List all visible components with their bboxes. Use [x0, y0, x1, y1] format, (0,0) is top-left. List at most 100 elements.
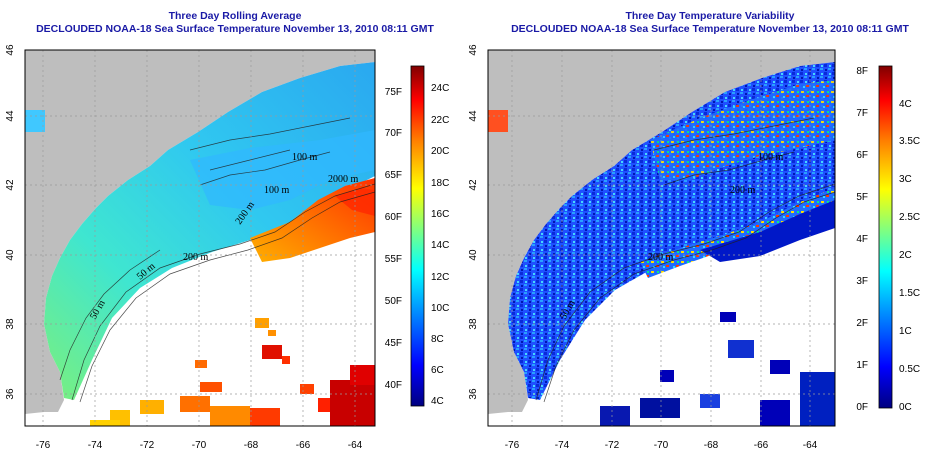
left-x-tick: -72 — [140, 440, 155, 451]
right-high-variability-shelf — [650, 80, 835, 180]
left-colorbar-c-label: 18C — [431, 178, 449, 189]
left-colorbar-c-label: 8C — [431, 334, 444, 345]
left-y-tick: 36 — [5, 388, 16, 400]
right-y-tick: 44 — [468, 110, 479, 122]
left-x-tick: -68 — [244, 440, 259, 451]
right-contour-label: 200 m — [648, 252, 674, 263]
left-colorbar-c-label: 12C — [431, 272, 449, 283]
right-colorbar-f-label: 0F — [856, 402, 868, 413]
left-colorbar-c-label: 24C — [431, 83, 449, 94]
right-title-line: Three Day Temperature Variability — [625, 10, 795, 22]
left-contour-label: 100 m — [292, 152, 318, 163]
right-y-tick: 46 — [468, 44, 479, 56]
right-coast-patch — [488, 110, 508, 132]
right-x-tick: -74 — [555, 440, 570, 451]
right-colorbar-c-label: 2C — [899, 250, 912, 261]
left-colorbar-c-label: 6C — [431, 365, 444, 376]
right-y-tick: 36 — [468, 388, 479, 400]
right-x-tick: -66 — [754, 440, 769, 451]
right-x-axis: -76 -74 -72 -70 -68 -66 -64 — [505, 440, 818, 451]
right-colorbar-f-label: 4F — [856, 234, 868, 245]
right-x-tick: -68 — [704, 440, 719, 451]
left-colorbar-c-label: 22C — [431, 115, 449, 126]
left-x-tick: -66 — [296, 440, 311, 451]
right-y-tick: 42 — [468, 179, 479, 191]
right-colorbar — [878, 65, 893, 409]
right-colorbar-c-label: 1.5C — [899, 288, 920, 299]
right-colorbar-f-label: 2F — [856, 318, 868, 329]
left-land-mass — [25, 50, 375, 414]
left-map — [25, 50, 375, 426]
right-x-tick: -64 — [803, 440, 818, 451]
right-bathymetry-contours — [535, 117, 835, 403]
left-colorbar-c-label: 16C — [431, 209, 449, 220]
left-colorbar-c-label: 10C — [431, 303, 449, 314]
right-colorbar-fahrenheit: 8F 7F 6F 5F 4F 3F 2F 1F 0F — [856, 66, 868, 413]
left-map-frame — [24, 49, 376, 427]
right-x-tick: -72 — [605, 440, 620, 451]
right-colorbar-c-label: 3.5C — [899, 136, 920, 147]
right-y-tick: 38 — [468, 318, 479, 330]
left-contour-label: 200 m — [183, 252, 209, 263]
left-colorbar-f-label: 40F — [385, 380, 402, 391]
right-shelf-break-band — [640, 188, 835, 278]
left-x-tick: -76 — [36, 440, 51, 451]
right-y-tick: 40 — [468, 249, 479, 261]
left-contour-label: 2000 m — [328, 174, 359, 185]
right-colorbar-c-label: 0C — [899, 402, 912, 413]
left-colorbar-f-label: 55F — [385, 254, 402, 265]
left-y-axis: 36 38 40 42 44 46 — [5, 44, 16, 400]
right-colorbar-f-label: 3F — [856, 276, 868, 287]
left-x-tick: -70 — [192, 440, 207, 451]
left-y-tick: 38 — [5, 318, 16, 330]
left-colorbar-c-label: 4C — [431, 396, 444, 407]
left-x-tick: -74 — [88, 440, 103, 451]
left-colorbar — [410, 65, 425, 407]
left-colorbar-c-label: 20C — [431, 146, 449, 157]
right-land-mass — [488, 50, 835, 414]
right-y-axis: 36 38 40 42 44 46 — [468, 44, 479, 400]
right-colorbar-celsius: 4C 3.5C 3C 2.5C 2C 1.5C 1C 0.5C 0C — [899, 99, 920, 413]
right-map-frame — [487, 49, 836, 427]
left-x-tick: -64 — [348, 440, 363, 451]
right-panel-title: Three Day Temperature Variability DECLOU… — [470, 10, 950, 36]
right-colorbar-c-label: 2.5C — [899, 212, 920, 223]
right-x-tick: -76 — [505, 440, 520, 451]
left-colorbar-f-label: 60F — [385, 212, 402, 223]
right-map — [488, 50, 835, 426]
right-colorbar-f-label: 7F — [856, 108, 868, 119]
left-title-line: Three Day Rolling Average — [168, 10, 302, 22]
right-offshore-patch — [700, 200, 835, 262]
left-grid — [25, 50, 375, 426]
left-y-tick: 46 — [5, 44, 16, 56]
right-colorbar-c-label: 0.5C — [899, 364, 920, 375]
left-warm-scatter — [90, 318, 375, 426]
left-colorbar-f-label: 65F — [385, 170, 402, 181]
left-colorbar-f-label: 50F — [385, 296, 402, 307]
right-colorbar-f-label: 8F — [856, 66, 868, 77]
left-colorbar-f-label: 70F — [385, 128, 402, 139]
left-bathymetry-contours — [59, 117, 375, 403]
left-y-tick: 42 — [5, 179, 16, 191]
right-colorbar-c-label: 4C — [899, 99, 912, 110]
right-contour-label: 200 m — [730, 185, 756, 196]
right-contour-label: 100 m — [758, 152, 784, 163]
left-x-axis: -76 -74 -72 -70 -68 -66 -64 — [36, 440, 363, 451]
right-colorbar-c-label: 1C — [899, 326, 912, 337]
left-gulf-of-maine-patch — [190, 130, 375, 210]
left-colorbar-fahrenheit: 75F 70F 65F 60F 55F 50F 45F 40F — [385, 87, 402, 391]
left-colorbar-celsius: 24C 22C 20C 18C 16C 14C 12C 10C 8C 6C 4C — [431, 83, 449, 407]
left-coast-patch — [25, 110, 45, 132]
left-y-tick: 40 — [5, 249, 16, 261]
left-subtitle-line: DECLOUDED NOAA-18 Sea Surface Temperatur… — [36, 23, 434, 35]
left-colorbar-f-label: 45F — [385, 338, 402, 349]
right-colorbar-f-label: 1F — [856, 360, 868, 371]
right-offshore-scatter — [600, 312, 835, 426]
right-colorbar-c-label: 3C — [899, 174, 912, 185]
left-colorbar-f-label: 75F — [385, 87, 402, 98]
left-contour-label: 100 m — [264, 185, 290, 196]
left-panel-title: Three Day Rolling Average DECLOUDED NOAA… — [0, 10, 470, 36]
right-subtitle-line: DECLOUDED NOAA-18 Sea Surface Temperatur… — [511, 23, 909, 35]
right-colorbar-f-label: 6F — [856, 150, 868, 161]
